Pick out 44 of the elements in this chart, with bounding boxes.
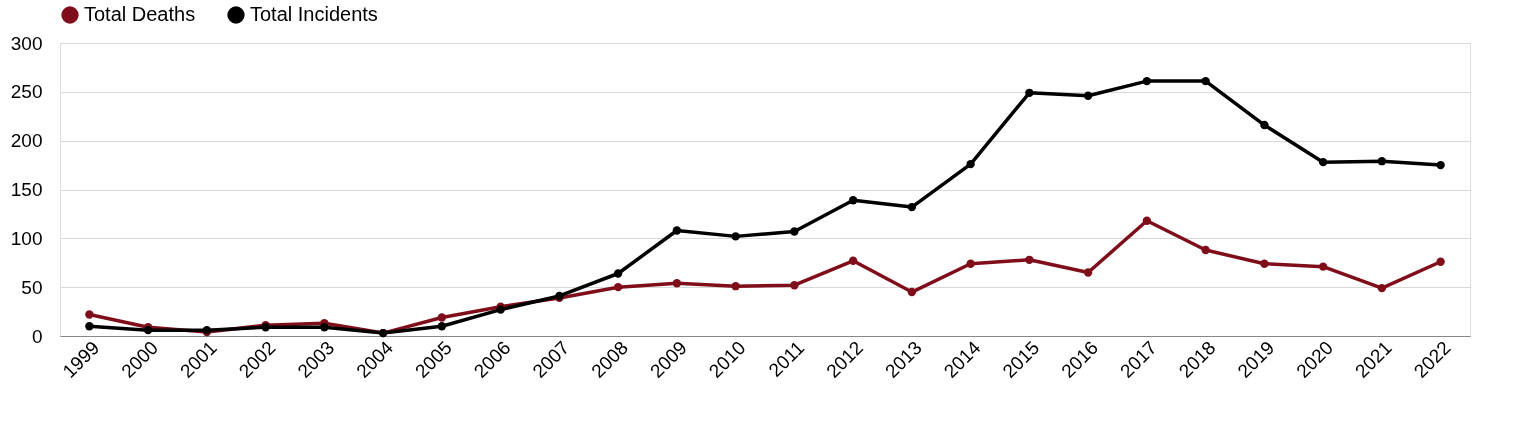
point <box>613 282 623 292</box>
point <box>1377 283 1387 293</box>
y-tick-label: 0 <box>31 325 43 347</box>
point <box>1318 157 1328 167</box>
point <box>437 313 447 322</box>
point <box>1201 76 1210 86</box>
point <box>1377 157 1387 166</box>
point <box>790 281 799 290</box>
point <box>848 196 858 205</box>
point <box>907 202 917 212</box>
point <box>437 322 447 331</box>
y-tick-label: 300 <box>10 32 43 54</box>
point <box>1436 160 1445 170</box>
point <box>731 232 740 241</box>
y-tick-label: 250 <box>10 81 43 103</box>
point <box>672 226 682 235</box>
point <box>731 282 740 291</box>
y-tick-label: 200 <box>10 130 43 152</box>
point <box>85 322 94 331</box>
point <box>966 259 975 268</box>
point <box>1318 262 1328 271</box>
point <box>613 269 623 278</box>
point <box>1436 257 1445 266</box>
point <box>907 287 917 297</box>
point <box>1142 216 1152 225</box>
point <box>672 279 682 288</box>
point <box>1142 76 1152 86</box>
point <box>1083 268 1093 277</box>
y-tick-label: 150 <box>10 179 43 200</box>
point <box>790 227 799 236</box>
legend-label: Total Deaths <box>84 3 196 25</box>
point <box>1083 91 1093 100</box>
point <box>1260 120 1269 130</box>
y-tick-label: 100 <box>10 227 43 249</box>
point <box>85 310 94 319</box>
legend-label: Total Incidents <box>250 3 378 25</box>
point <box>966 159 975 169</box>
y-tick-label: 50 <box>21 276 43 298</box>
point <box>1260 259 1269 268</box>
point <box>320 323 329 332</box>
point <box>1025 88 1034 97</box>
point <box>848 256 858 265</box>
point <box>1201 245 1210 255</box>
point <box>1025 255 1034 264</box>
